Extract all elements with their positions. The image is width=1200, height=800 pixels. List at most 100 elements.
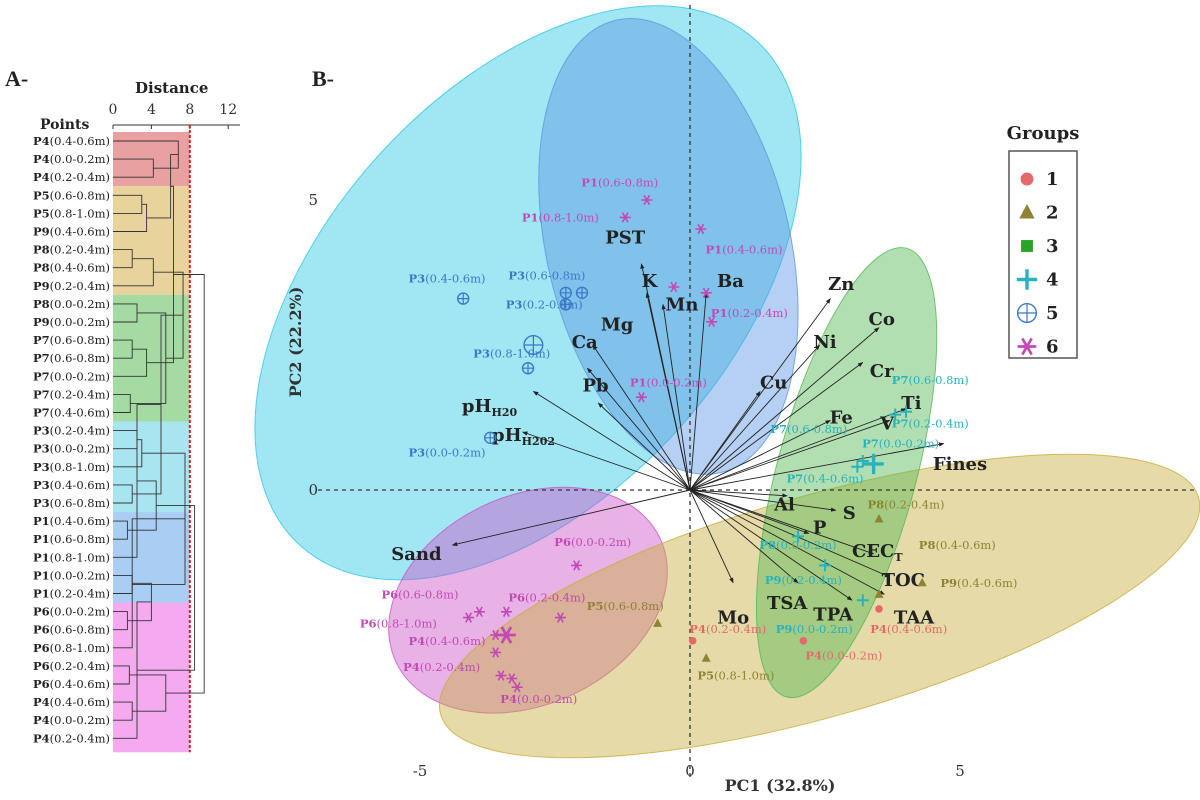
marker-group-6 — [635, 392, 647, 403]
dendrogram-leaf-label: P1(0.8-1.0m) — [33, 550, 110, 564]
loading-label-tsa: TSA — [767, 593, 808, 614]
marker-group-6 — [619, 212, 631, 223]
point-label: P6(0.2-0.4m) — [508, 590, 585, 604]
dendrogram-leaf-label: P3(0.4-0.6m) — [33, 478, 110, 492]
loading-vector-co — [689, 327, 880, 491]
loading-label-fe: Fe — [830, 408, 853, 429]
point-label: P8(0.4-0.6m) — [919, 538, 996, 552]
dendrogram-leaf-label: P1(0.2-0.4m) — [33, 587, 110, 601]
marker-group-6 — [511, 682, 523, 693]
loading-vector-pb — [597, 402, 691, 491]
loading-vector-phh202 — [522, 431, 691, 491]
point-label: P8(0.0-0.2m) — [760, 538, 837, 552]
dendrogram-tick-label: 4 — [147, 102, 156, 118]
dendrogram-leaf-label: P4(0.0-0.2m) — [33, 713, 110, 727]
legend-item-label: 5 — [1046, 303, 1059, 324]
dendrogram-leaf-label: P3(0.2-0.4m) — [33, 424, 110, 438]
dendrogram-leaf-label: P5(0.8-1.0m) — [33, 206, 110, 220]
group-ellipse — [254, 5, 802, 581]
pca-tick-labels: -5 0 5 5 0 — [308, 191, 964, 780]
marker-group-2 — [874, 514, 884, 523]
loading-label-k: K — [642, 271, 659, 292]
loading-label-toc: TOC — [882, 570, 925, 591]
loading-label-pb: Pb — [582, 376, 608, 397]
loading-label-s: S — [843, 503, 856, 524]
marker-group-5-cross — [524, 335, 543, 355]
dendrogram-distance-axis: 0 4 8 12 — [109, 102, 240, 753]
loading-vector-fe — [689, 419, 831, 491]
point-label: P3(0.2-0.4m) — [506, 297, 583, 311]
groups-legend: Groups 1 2 3 4 5 6 — [1007, 123, 1079, 359]
loading-vectors: SandPSTKMnBaMgCaPbpHH20pHH202CuZnNiCoCrF… — [391, 228, 987, 629]
dendrogram-leaf-label: P3(0.6-0.8m) — [33, 496, 110, 510]
point-label: P5(0.6-0.8m) — [587, 599, 664, 613]
loading-vector-mg — [592, 344, 691, 491]
marker-group-2 — [917, 577, 927, 587]
marker-group-2 — [653, 618, 663, 627]
dendrogram-leaf-label: P7(0.4-0.6m) — [33, 406, 110, 420]
dendrogram-leaf-label: P4(0.2-0.4m) — [33, 170, 110, 184]
loading-label-ca: Ca — [572, 332, 598, 353]
point-label: P6(0.6-0.8m) — [382, 587, 459, 601]
loading-label-phh20: pHH20 — [462, 396, 518, 419]
marker-group-5-cross — [522, 362, 534, 374]
marker-group-1 — [799, 637, 808, 645]
loading-vector-sand — [451, 489, 691, 547]
x-tick-label: -5 — [413, 762, 428, 780]
loading-vector-cect — [689, 489, 875, 555]
marker-group-5-cross — [484, 432, 496, 444]
dendrogram-leaf-label: P7(0.0-0.2m) — [33, 369, 110, 383]
marker-group-5-cross — [560, 287, 572, 299]
marker-group-6 — [641, 194, 653, 206]
panel-a-label: A- — [5, 66, 28, 91]
dendrogram-leaf-label: P1(0.4-0.6m) — [33, 514, 110, 528]
loading-vector-tpa — [689, 489, 853, 601]
dendrogram-leaf-label: P1(0.6-0.8m) — [33, 532, 110, 546]
loading-vector-phh20 — [532, 391, 691, 491]
marker-group-6 — [700, 287, 712, 298]
marker-group-2 — [874, 589, 884, 598]
loading-vector-ti — [689, 408, 907, 491]
legend-item-label: 6 — [1046, 337, 1059, 358]
dendrogram-tick-label: 8 — [185, 102, 194, 118]
marker-group-1 — [688, 637, 697, 645]
point-label: P3(0.6-0.8m) — [508, 268, 585, 282]
panel-b-label: B- — [312, 66, 334, 91]
marker-group-6 — [473, 606, 485, 617]
loading-vector-cr — [689, 362, 864, 491]
marker-group-4 — [863, 453, 884, 475]
point-label: P7(0.4-0.6m) — [787, 471, 864, 485]
marker-group-4 — [851, 460, 864, 473]
loading-label-mo: Mo — [717, 608, 749, 629]
loading-vector-toc — [689, 489, 891, 578]
loading-label-ba: Ba — [717, 271, 744, 292]
point-label: P1(0.6-0.8m) — [581, 176, 658, 190]
point-label: P1(0.2-0.4m) — [711, 306, 788, 320]
x-tick-label: 0 — [685, 762, 695, 780]
loading-label-phh202: pHH202 — [492, 425, 555, 448]
marker-group-6 — [706, 316, 718, 327]
dendrogram-band-group-6 — [113, 602, 190, 753]
point-label: P4(0.0-0.2m) — [805, 648, 882, 662]
loading-vector-tsa — [689, 489, 799, 584]
marker-group-2 — [701, 653, 711, 662]
dendrogram-points-title: Points — [40, 117, 89, 133]
dendrogram-leaf-label: P4(0.4-0.6m) — [33, 134, 110, 148]
point-label: P4(0.2-0.4m) — [689, 622, 766, 636]
point-label: P9(0.4-0.6m) — [940, 576, 1017, 590]
dendrogram-leaf-label: P8(0.4-0.6m) — [33, 261, 110, 275]
dendrogram-leaf-label: P1(0.0-0.2m) — [33, 568, 110, 582]
loading-label-co: Co — [869, 309, 895, 330]
marker-group-1 — [1020, 172, 1034, 186]
x-tick-label: 5 — [955, 762, 965, 780]
loading-label-cect: CECT — [852, 541, 903, 564]
marker-group-4 — [856, 455, 869, 467]
loading-vector-k — [645, 292, 691, 491]
y-tick-label: 5 — [308, 191, 318, 209]
loading-vector-s — [689, 489, 837, 512]
dendrogram-leaf-labels: P4(0.4-0.6m) P4(0.0-0.2m) P4(0.2-0.4m) P5(0… — [33, 134, 110, 745]
loading-vector-ni — [689, 344, 820, 491]
loading-vector-al — [689, 489, 788, 498]
marker-group-6 — [1017, 337, 1037, 356]
marker-group-6 — [495, 670, 507, 681]
